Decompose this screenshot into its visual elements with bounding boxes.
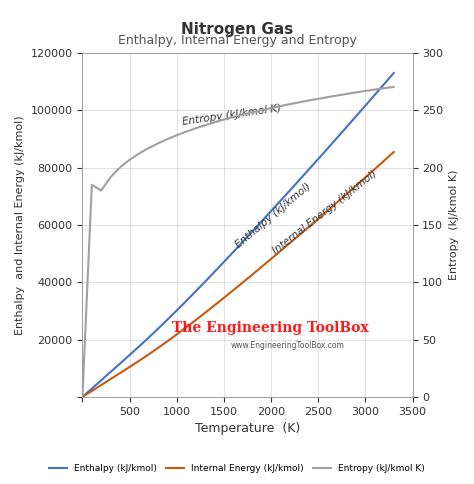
Internal Energy (kJ/kmol) <box>268 256 274 262</box>
Entropy (kJ/kmol K) <box>164 136 170 142</box>
Internal Energy (kJ/kmol) <box>183 324 189 330</box>
Enthalpy (kJ/kmol) <box>99 378 104 383</box>
Internal Energy (kJ/kmol) <box>325 208 330 213</box>
Entropy (kJ/kmol K) <box>249 109 255 115</box>
Enthalpy (kJ/kmol) <box>155 326 161 332</box>
Enthalpy (kJ/kmol) <box>117 361 123 366</box>
Internal Energy (kJ/kmol) <box>259 264 264 270</box>
Internal Energy (kJ/kmol) <box>240 280 246 286</box>
Internal Energy (kJ/kmol) <box>211 302 217 308</box>
Entropy (kJ/kmol K) <box>287 101 293 107</box>
Entropy (kJ/kmol K) <box>155 140 161 146</box>
Entropy (kJ/kmol K) <box>306 98 312 104</box>
Entropy (kJ/kmol K) <box>211 120 217 125</box>
Line: Entropy (kJ/kmol K): Entropy (kJ/kmol K) <box>82 87 394 397</box>
Entropy (kJ/kmol K) <box>80 394 85 400</box>
Enthalpy (kJ/kmol) <box>108 369 113 375</box>
Entropy (kJ/kmol K) <box>259 107 264 113</box>
Entropy (kJ/kmol K) <box>221 117 227 122</box>
Internal Energy (kJ/kmol) <box>99 382 104 388</box>
Enthalpy (kJ/kmol) <box>136 344 142 349</box>
Enthalpy (kJ/kmol) <box>146 335 151 341</box>
Y-axis label: Entropy  (kJ/kmol K): Entropy (kJ/kmol K) <box>449 169 459 280</box>
Internal Energy (kJ/kmol) <box>230 287 236 293</box>
Entropy (kJ/kmol K) <box>230 114 236 120</box>
Enthalpy (kJ/kmol) <box>363 103 368 108</box>
Internal Energy (kJ/kmol) <box>306 224 312 230</box>
Internal Energy (kJ/kmol) <box>164 338 170 344</box>
Internal Energy (kJ/kmol) <box>127 364 132 370</box>
Enthalpy (kJ/kmol) <box>202 279 208 285</box>
Enthalpy (kJ/kmol) <box>183 298 189 304</box>
Entropy (kJ/kmol K) <box>391 84 397 90</box>
Entropy (kJ/kmol K) <box>240 112 246 118</box>
Internal Energy (kJ/kmol) <box>249 272 255 277</box>
Text: The Engineering ToolBox: The Engineering ToolBox <box>173 321 369 335</box>
Enthalpy (kJ/kmol) <box>193 288 199 294</box>
Entropy (kJ/kmol K) <box>108 174 113 180</box>
Entropy (kJ/kmol K) <box>344 91 349 97</box>
Enthalpy (kJ/kmol) <box>287 187 293 193</box>
Internal Energy (kJ/kmol) <box>202 310 208 316</box>
Text: Enthalpy, Internal Energy and Entropy: Enthalpy, Internal Energy and Entropy <box>118 34 356 47</box>
Enthalpy (kJ/kmol) <box>89 386 95 392</box>
Entropy (kJ/kmol K) <box>183 129 189 135</box>
Entropy (kJ/kmol K) <box>268 105 274 111</box>
Entropy (kJ/kmol K) <box>202 122 208 128</box>
Entropy (kJ/kmol K) <box>89 182 95 188</box>
Enthalpy (kJ/kmol) <box>391 70 397 76</box>
Internal Energy (kJ/kmol) <box>108 376 113 382</box>
Internal Energy (kJ/kmol) <box>80 394 85 400</box>
Y-axis label: Enthalpy  and Internal Energy (kJ/kmol): Enthalpy and Internal Energy (kJ/kmol) <box>15 115 25 334</box>
Enthalpy (kJ/kmol) <box>382 81 387 87</box>
Internal Energy (kJ/kmol) <box>136 358 142 364</box>
Text: Enthalpy (kJ/kmol): Enthalpy (kJ/kmol) <box>233 181 312 250</box>
Enthalpy (kJ/kmol) <box>174 307 180 313</box>
Entropy (kJ/kmol K) <box>146 145 151 151</box>
Enthalpy (kJ/kmol) <box>306 166 312 172</box>
Entropy (kJ/kmol K) <box>99 188 104 194</box>
Entropy (kJ/kmol K) <box>117 165 123 170</box>
Internal Energy (kJ/kmol) <box>193 317 199 323</box>
Enthalpy (kJ/kmol) <box>127 352 132 358</box>
Internal Energy (kJ/kmol) <box>155 345 161 351</box>
Enthalpy (kJ/kmol) <box>325 146 330 151</box>
Legend: Enthalpy (kJ/kmol), Internal Energy (kJ/kmol), Entropy (kJ/kmol K): Enthalpy (kJ/kmol), Internal Energy (kJ/… <box>46 461 428 477</box>
Internal Energy (kJ/kmol) <box>146 352 151 358</box>
Text: Entropy (kJ/kmol K): Entropy (kJ/kmol K) <box>182 103 282 126</box>
Entropy (kJ/kmol K) <box>136 151 142 156</box>
X-axis label: Temperature  (K): Temperature (K) <box>195 422 300 435</box>
Text: Internal Energy (kJ/kmol): Internal Energy (kJ/kmol) <box>271 168 379 256</box>
Enthalpy (kJ/kmol) <box>221 259 227 265</box>
Entropy (kJ/kmol K) <box>174 132 180 138</box>
Enthalpy (kJ/kmol) <box>230 249 236 255</box>
Entropy (kJ/kmol K) <box>363 88 368 94</box>
Enthalpy (kJ/kmol) <box>249 229 255 235</box>
Internal Energy (kJ/kmol) <box>117 370 123 376</box>
Internal Energy (kJ/kmol) <box>391 149 397 155</box>
Line: Enthalpy (kJ/kmol): Enthalpy (kJ/kmol) <box>82 73 394 397</box>
Entropy (kJ/kmol K) <box>127 157 132 163</box>
Text: www.EngineeringToolBox.com: www.EngineeringToolBox.com <box>230 341 344 350</box>
Internal Energy (kJ/kmol) <box>89 388 95 394</box>
Enthalpy (kJ/kmol) <box>240 239 246 245</box>
Internal Energy (kJ/kmol) <box>287 240 293 246</box>
Entropy (kJ/kmol K) <box>193 125 199 131</box>
Internal Energy (kJ/kmol) <box>382 158 387 164</box>
Entropy (kJ/kmol K) <box>382 85 387 91</box>
Enthalpy (kJ/kmol) <box>344 124 349 130</box>
Line: Internal Energy (kJ/kmol): Internal Energy (kJ/kmol) <box>82 152 394 397</box>
Enthalpy (kJ/kmol) <box>268 208 274 214</box>
Internal Energy (kJ/kmol) <box>221 295 227 301</box>
Enthalpy (kJ/kmol) <box>211 269 217 275</box>
Internal Energy (kJ/kmol) <box>174 332 180 337</box>
Internal Energy (kJ/kmol) <box>363 175 368 181</box>
Enthalpy (kJ/kmol) <box>80 394 85 400</box>
Enthalpy (kJ/kmol) <box>259 218 264 224</box>
Text: Nitrogen Gas: Nitrogen Gas <box>181 22 293 37</box>
Entropy (kJ/kmol K) <box>325 94 330 100</box>
Enthalpy (kJ/kmol) <box>164 317 170 323</box>
Internal Energy (kJ/kmol) <box>344 191 349 197</box>
